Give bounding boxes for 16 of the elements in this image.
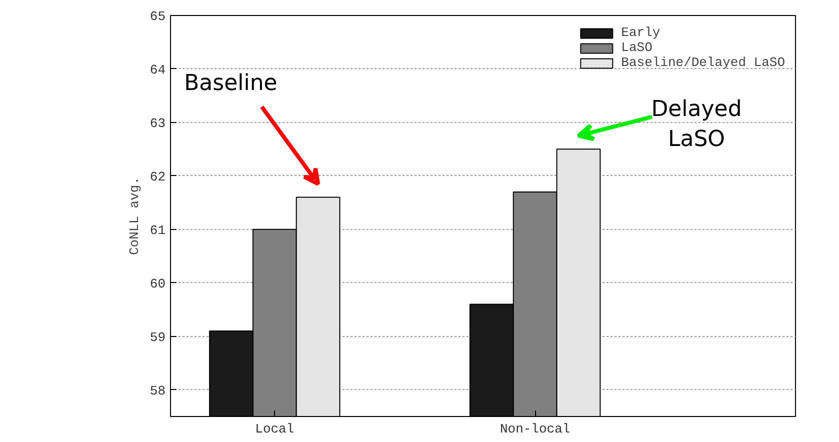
annotation: Baseline [184,70,278,96]
y-tick-label: 63 [150,116,166,131]
y-tick-label: 61 [150,222,166,238]
y-tick-label: 64 [150,62,166,78]
legend-label: Early [621,25,660,40]
y-axis-title: CoNLL avg. [126,176,142,256]
y-tick-label: 62 [150,169,166,184]
y-tick-label: 58 [150,383,166,398]
legend-label: LaSO [621,40,652,55]
x-tick-label: Non-local [500,422,570,436]
y-tick-label: 59 [150,330,166,345]
y-tick-label: 65 [150,9,166,24]
legend-label: Baseline/Delayed LaSO [621,55,785,70]
x-tick-label: Local [255,422,294,436]
annotation: Delayed LaSO [651,96,742,152]
y-tick-label: 60 [150,276,166,292]
